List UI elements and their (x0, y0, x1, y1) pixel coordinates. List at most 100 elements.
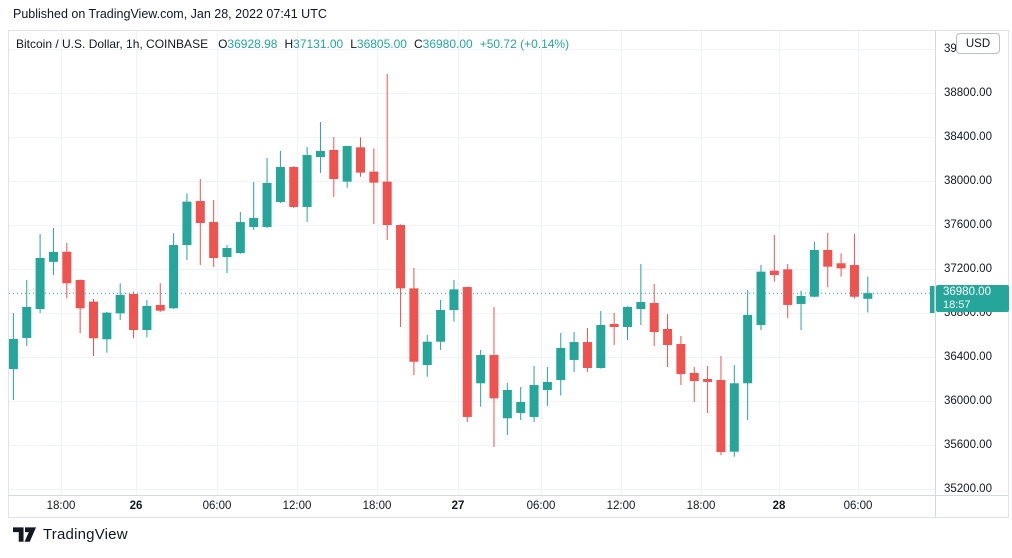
candle-body (262, 182, 272, 227)
bar-countdown: 18:57 (943, 299, 971, 311)
candle-body (169, 245, 179, 309)
candle-body (703, 379, 713, 382)
symbol-title[interactable]: Bitcoin / U.S. Dollar, 1h, COINBASE (16, 37, 209, 51)
candle-body (689, 372, 699, 381)
candle-body (382, 181, 392, 225)
candle-body (502, 390, 512, 419)
candle-body (115, 294, 125, 314)
price-tick-label: 37600.00 (944, 219, 992, 231)
price-tick-label: 37200.00 (944, 263, 992, 275)
time-tick-label: 18:00 (686, 500, 716, 512)
candle-body (22, 306, 32, 338)
candle-body (556, 347, 566, 380)
candle-body (315, 150, 325, 158)
time-tick-label: 06:00 (202, 500, 232, 512)
candle-body (155, 304, 165, 311)
candle-body (48, 251, 58, 262)
ohlc-low: L36805.00 (350, 37, 407, 51)
candle-body (409, 288, 419, 362)
candle-body (596, 324, 606, 368)
price-tick-label: 35600.00 (944, 439, 992, 451)
ohlc-close: C36980.00 (413, 37, 473, 51)
candle-body (582, 342, 592, 368)
candle-body (302, 155, 312, 207)
candle-body (8, 338, 18, 369)
candle-body (75, 280, 85, 309)
candle-body (663, 328, 673, 346)
last-price-tick-marker (930, 286, 935, 313)
candle-body (62, 251, 72, 284)
time-tick-label: 18:00 (46, 500, 76, 512)
candle-body (809, 249, 819, 297)
last-price-badge[interactable]: 36980.00 18:57 (936, 285, 1009, 312)
price-tick-label: 35200.00 (944, 483, 992, 495)
candle-body (529, 385, 539, 417)
candle-body (209, 222, 219, 258)
candle-body (329, 149, 339, 180)
candle-body (35, 258, 45, 310)
candle-body (609, 324, 619, 327)
candle-body (422, 341, 432, 366)
candle-body (716, 379, 726, 453)
currency-toggle-button[interactable]: USD (956, 33, 1000, 54)
candle-body (489, 355, 499, 399)
candle-body (823, 249, 833, 267)
time-tick-label: 06:00 (526, 500, 556, 512)
candle-body (235, 222, 245, 254)
time-tick-label: 28 (772, 500, 786, 512)
candle-body (569, 342, 579, 360)
tradingview-watermark[interactable]: TradingView (13, 526, 128, 543)
candle-body (623, 306, 632, 327)
candle-body (863, 293, 873, 299)
last-price-value: 36980.00 (943, 286, 991, 298)
candle-body (356, 147, 365, 173)
candle-body (436, 310, 446, 342)
price-axis[interactable]: 39200.0038800.0038400.0038000.0037600.00… (935, 30, 1012, 495)
candle-body (636, 302, 646, 310)
price-tick-label: 38800.00 (944, 87, 992, 99)
time-axis[interactable]: 18:00 26 06:00 12:00 18:00 27 06:00 12:00 18:00 2… (0, 496, 935, 518)
candle-body (195, 201, 205, 224)
candle-body (89, 301, 98, 339)
price-tick-label: 38000.00 (944, 175, 992, 187)
candle-body (249, 217, 259, 227)
price-change: +50.72 (+0.14%) (479, 37, 570, 51)
candle-body (102, 312, 112, 340)
candle-body (369, 171, 379, 183)
time-tick-label: 27 (451, 500, 465, 512)
price-tick-label: 38400.00 (944, 131, 992, 143)
ohlc-open: O36928.98 (218, 37, 278, 51)
time-tick-label: 12:00 (606, 500, 636, 512)
candle-body (649, 302, 659, 333)
candle-body (743, 314, 753, 384)
candle-body (449, 289, 459, 311)
candle-body (275, 167, 285, 203)
tradingview-logo-text: TradingView (43, 526, 128, 543)
price-tick-label: 36400.00 (944, 351, 992, 363)
candle-body (222, 247, 232, 258)
candle-body (542, 381, 552, 390)
candle-body (836, 263, 846, 269)
time-tick-label: 26 (129, 500, 143, 512)
candle-body (769, 270, 779, 276)
candle-body (142, 305, 152, 331)
candle-body (289, 167, 299, 207)
ohlc-high: H37131.00 (284, 37, 344, 51)
candle-body (476, 355, 486, 384)
candle-body (756, 271, 766, 325)
tradingview-logo-icon (13, 526, 36, 542)
candle-body (796, 295, 806, 304)
time-tick-label: 06:00 (843, 500, 873, 512)
candle-body (462, 287, 472, 417)
chart-legend: Bitcoin / U.S. Dollar, 1h, COINBASE O369… (16, 37, 569, 51)
candle-body (129, 293, 139, 331)
price-tick-label: 36000.00 (944, 395, 992, 407)
candle-body (396, 225, 406, 289)
chart-frame (8, 30, 1009, 518)
candle-body (676, 344, 686, 375)
time-tick-label: 12:00 (282, 500, 312, 512)
candle-body (342, 146, 352, 182)
candle-body (182, 201, 192, 246)
